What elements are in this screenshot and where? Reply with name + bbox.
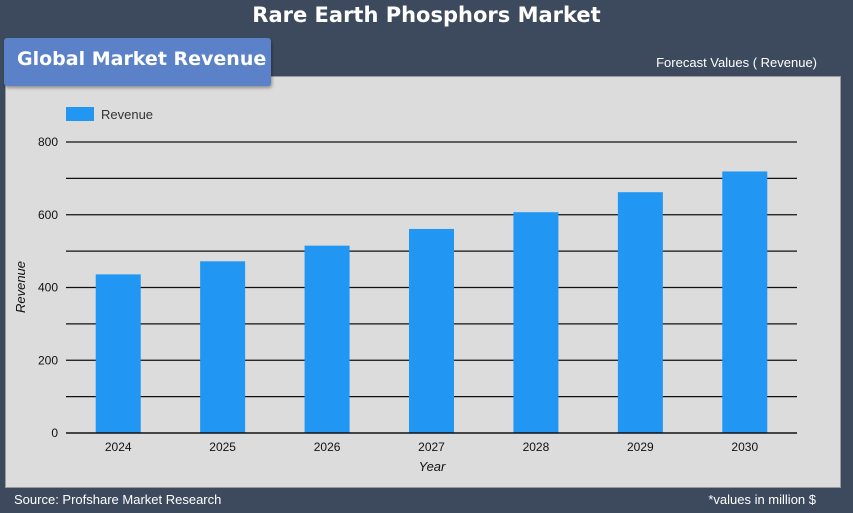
legend: Revenue — [66, 107, 153, 122]
legend-swatch — [66, 107, 94, 121]
x-tick-label: 2029 — [627, 440, 654, 454]
bar-2028 — [513, 212, 559, 433]
bar-2027 — [409, 228, 454, 433]
y-tick-label: 0 — [51, 426, 58, 440]
legend-label: Revenue — [101, 107, 153, 122]
x-tick-label: 2028 — [523, 440, 550, 454]
tick-labels: 0 200 400 600 800 2024 2025 2026 2027 2028 2029 203… — [38, 135, 758, 454]
y-tick-label: 200 — [38, 353, 58, 367]
y-tick-label: 400 — [38, 281, 58, 295]
x-tick-label: 2026 — [314, 440, 341, 454]
section-badge: Global Market Revenue — [4, 38, 271, 86]
page-title: Rare Earth Phosphors Market — [252, 3, 601, 27]
bars — [95, 171, 768, 433]
x-tick-label: 2030 — [731, 440, 758, 454]
y-tick-label: 600 — [38, 208, 58, 222]
x-tick-label: 2024 — [105, 440, 132, 454]
y-axis-title: Revenue — [13, 261, 28, 313]
bar-2026 — [304, 245, 350, 433]
x-axis-title: Year — [419, 459, 446, 474]
x-tick-label: 2027 — [418, 440, 445, 454]
bar-2030 — [722, 171, 768, 433]
units-note: *values in million $ — [708, 492, 816, 507]
forecast-note: Forecast Values ( Revenue) — [656, 55, 817, 70]
bar-2025 — [200, 261, 246, 433]
x-tick-label: 2025 — [209, 440, 236, 454]
bar-2029 — [617, 192, 663, 433]
bar-2024 — [95, 274, 141, 433]
y-tick-label: 800 — [38, 135, 58, 149]
source-note: Source: Profshare Market Research — [14, 492, 222, 507]
